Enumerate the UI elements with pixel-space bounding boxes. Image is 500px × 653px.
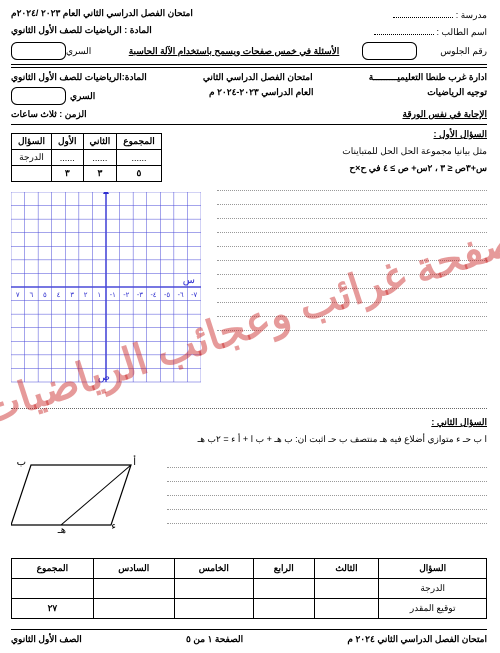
bt-col: المجموع	[13, 559, 95, 579]
score-cell: ......	[118, 150, 162, 166]
secret-label2: السري	[71, 91, 96, 102]
parallelogram-shape: أبحـءهـ	[12, 455, 152, 542]
bt-row-label: الدرجة	[380, 579, 488, 599]
score-col: السؤال	[13, 134, 53, 150]
bottom-score-table: السؤال الثالث الرابع الخامس السادس المجم…	[12, 558, 488, 619]
student-label: اسم الطالب :	[438, 27, 488, 37]
subject-label: المادة : الرياضيات للصف الأول الثانوي	[12, 25, 250, 38]
svg-text:٤: ٤	[58, 292, 62, 299]
svg-text:٤-: ٤-	[151, 292, 157, 299]
svg-text:٦: ٦	[30, 292, 34, 299]
seat-label: رقم الجلوس	[441, 46, 488, 56]
svg-text:٢: ٢	[85, 292, 89, 299]
bt-col: السؤال	[380, 559, 488, 579]
bt-col: السادس	[94, 559, 175, 579]
score-val: ٣	[84, 166, 118, 182]
score-val: ٣	[52, 166, 84, 182]
svg-text:هـ: هـ	[58, 525, 67, 536]
svg-text:ب: ب	[18, 457, 27, 468]
guide-label: توجيه الرياضيات	[428, 87, 488, 105]
student-field[interactable]	[375, 25, 435, 35]
q1-expression: س+٣ص ≤ ٣ ، ٢س+ ص ≥ ٤ في ح×ح	[218, 163, 488, 174]
score-table: المجموع الثاني الأول السؤال ...... .....…	[12, 133, 163, 182]
q2-text: ا ب حـ ء متوازي أضلاع فيه هـ منتصف ب حـ …	[12, 434, 488, 445]
svg-text:٧: ٧	[17, 292, 21, 299]
subject-label2: المادة:الرياضيات للصف الأول الثانوي	[12, 72, 148, 83]
bt-col: الثالث	[315, 559, 380, 579]
bt-col: الخامس	[175, 559, 254, 579]
exam-page: مدرسة : امتحان الفصل الدراسي الثاني العا…	[0, 0, 500, 653]
admin-label: ادارة غرب طنطا التعليميـــــــــة	[370, 72, 488, 83]
svg-text:أ: أ	[134, 455, 137, 468]
secret-box2[interactable]	[12, 87, 67, 105]
duration-label: الزمن : ثلاث ساعات	[12, 109, 88, 120]
score-cell: ......	[52, 150, 84, 166]
school-label: مدرسة :	[457, 10, 488, 20]
svg-text:٣-: ٣-	[138, 292, 144, 299]
secret-label: السري	[67, 46, 107, 57]
exam-label2: امتحان الفصل الدراسي الثاني	[204, 72, 314, 83]
score-col: المجموع	[118, 134, 162, 150]
svg-text:٢-: ٢-	[124, 292, 130, 299]
score-col: الثاني	[84, 134, 118, 150]
answer-note: الإجابة في نفس الورقة	[404, 109, 488, 120]
exam-title: امتحان الفصل الدراسي الثاني العام ٢٠٢٣ /…	[12, 8, 250, 21]
bt-col: الرابع	[254, 559, 315, 579]
svg-text:٥-: ٥-	[165, 292, 171, 299]
svg-text:٣: ٣	[71, 292, 75, 299]
year-label: العام الدراسي ٢٠٢٣-٢٠٢٤ م	[210, 87, 315, 105]
instruction-text: الأسئلة في خمس صفحات ويسمح باستخدام الآل…	[107, 46, 363, 57]
q2-title: السؤال الثاني :	[12, 417, 488, 428]
answer-lines[interactable]	[218, 180, 488, 331]
svg-text:٧-: ٧-	[192, 292, 198, 299]
bt-total: ٢٧	[13, 599, 95, 619]
score-val: ٥	[118, 166, 162, 182]
svg-text:٥: ٥	[44, 292, 48, 299]
score-cell: ......	[84, 150, 118, 166]
seat-box[interactable]	[363, 42, 418, 60]
svg-text:ء: ء	[112, 521, 117, 532]
q1-title: السؤال الأول :	[218, 129, 488, 140]
svg-text:١-: ١-	[111, 292, 117, 299]
footer-left: الصف الأول الثانوي	[12, 634, 83, 645]
svg-text:١: ١	[98, 292, 102, 299]
secret-box[interactable]	[12, 42, 67, 60]
bt-row-label: توقيع المقدر	[380, 599, 488, 619]
svg-text:س: س	[184, 275, 196, 286]
svg-text:٦-: ٦-	[179, 292, 185, 299]
q1-text: مثل بيانيا مجموعة الحل الحل للمتباينات	[218, 146, 488, 157]
footer-center: الصفحة ١ من ٥	[187, 634, 244, 645]
answer-lines-q2[interactable]	[168, 457, 488, 527]
svg-text:ص: ص	[99, 372, 111, 383]
school-field[interactable]	[394, 8, 454, 18]
score-col: الأول	[52, 134, 84, 150]
score-row-label: الدرجة	[13, 150, 53, 166]
coordinate-grid: ٧ ٦ ٥ ٤ ٣ ٢ ١ ١- ٢- ٣- ٤- ٥- ٦- ٧- س ص	[12, 192, 202, 394]
footer-right: امتحان الفصل الدراسي الثاني ٢٠٢٤ م	[348, 634, 488, 645]
